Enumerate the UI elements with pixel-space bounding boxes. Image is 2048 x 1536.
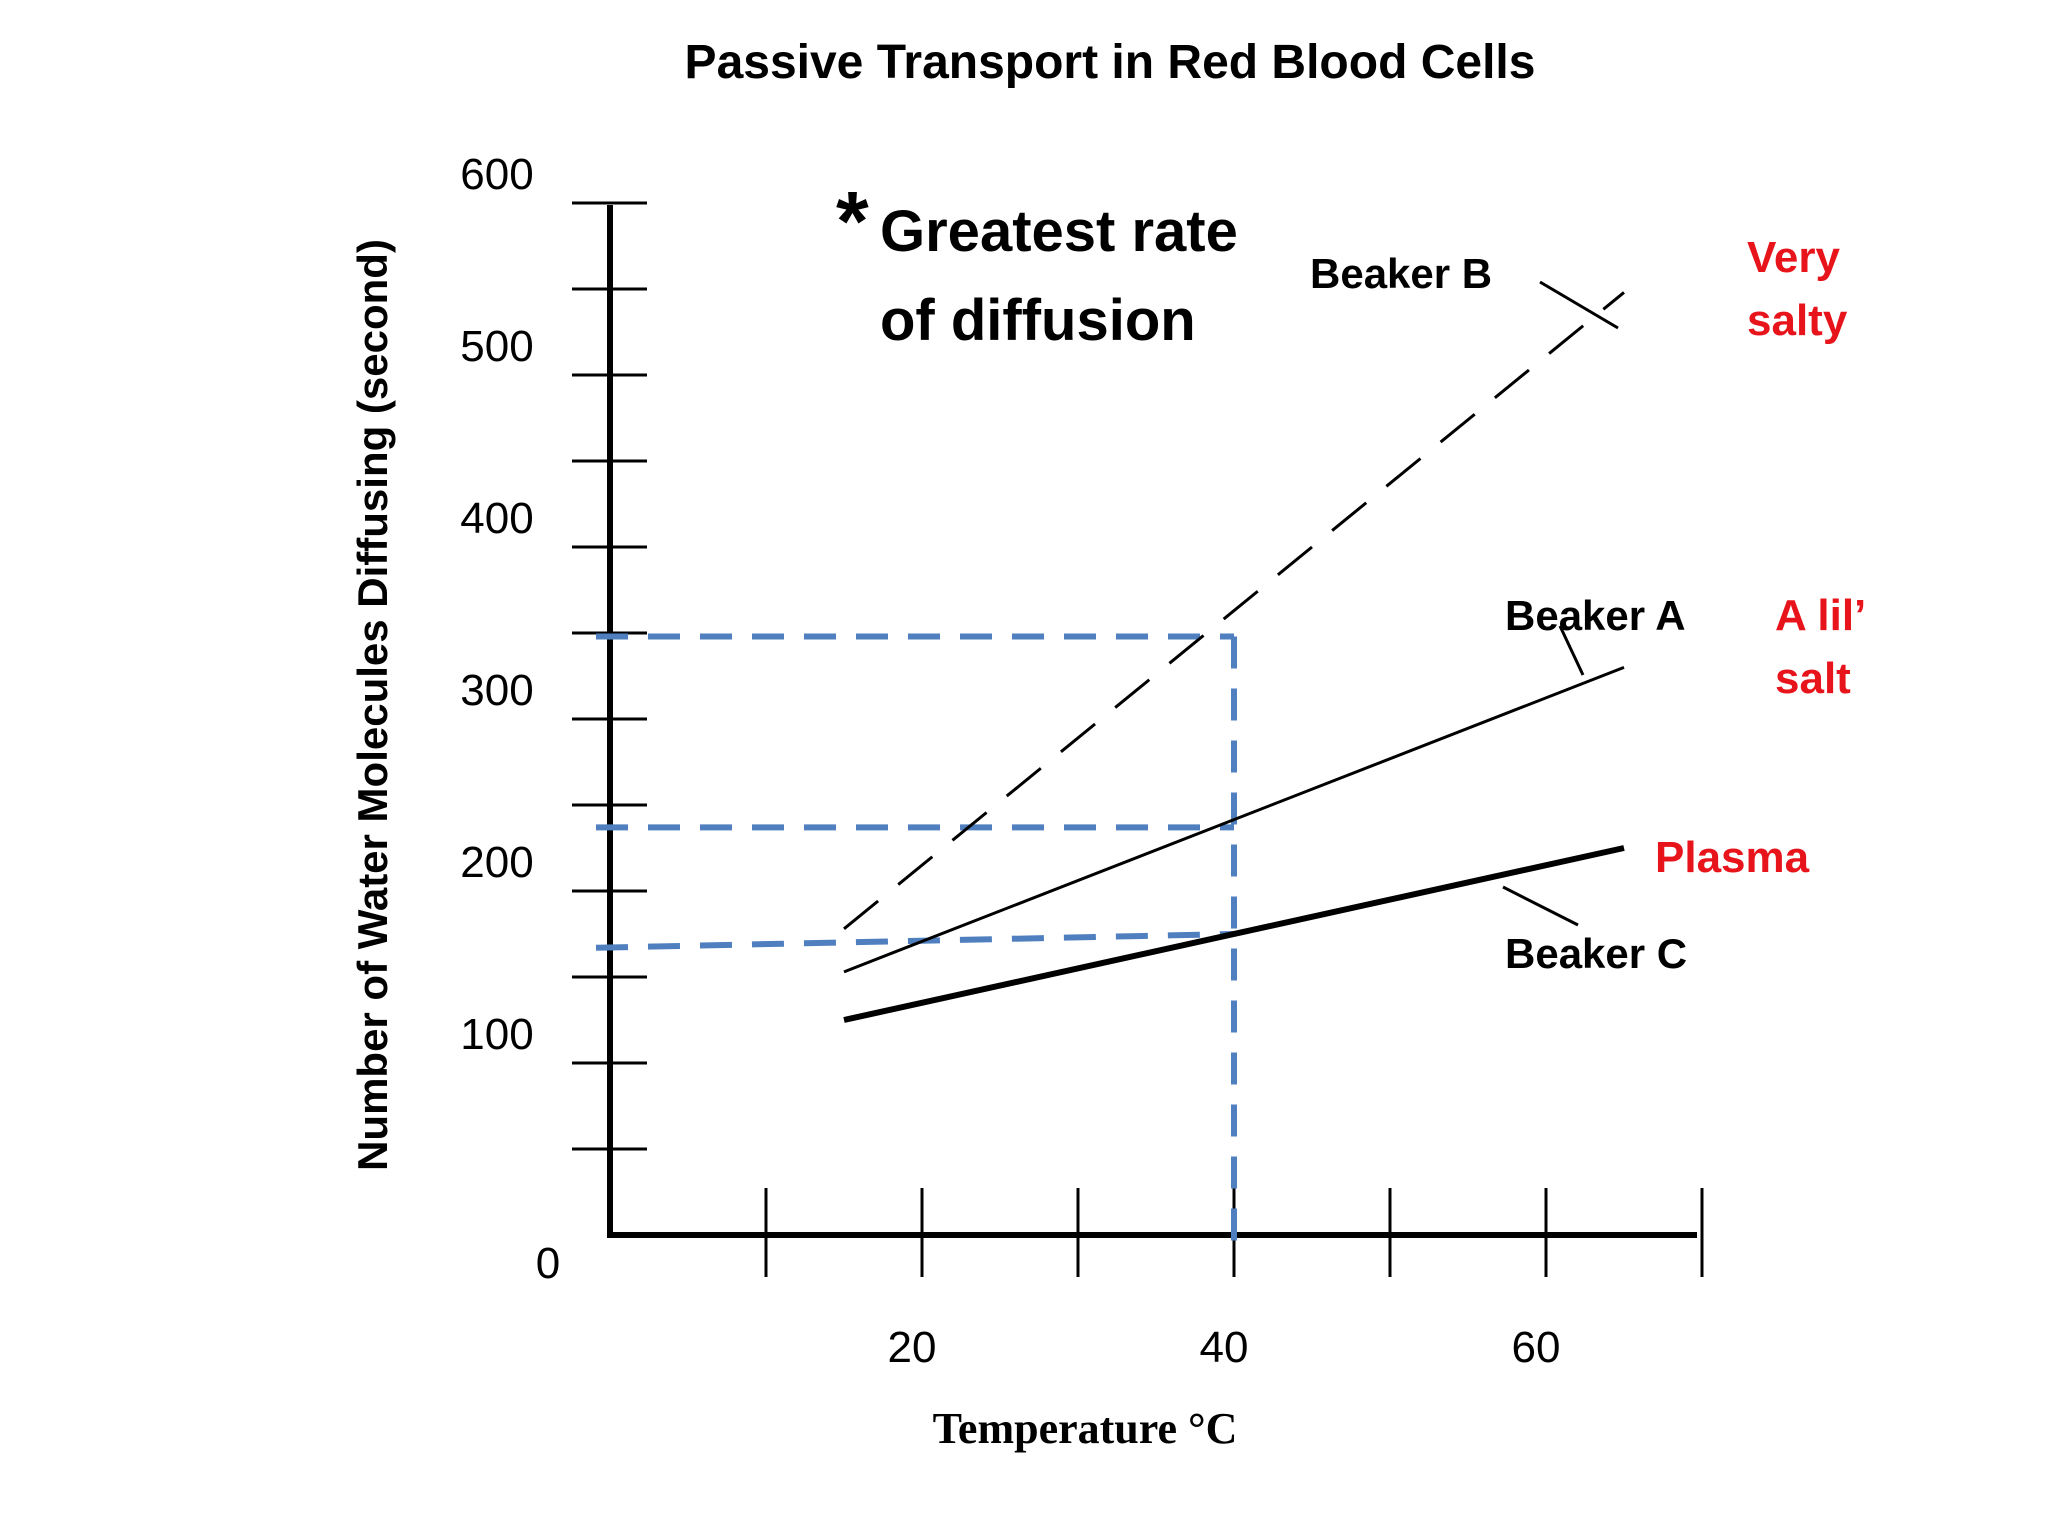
series-lines	[843, 291, 1625, 1023]
very-salty-line-2: salty	[1747, 296, 1848, 345]
series-line-beaker-a	[843, 666, 1625, 974]
y-tick-label-200: 200	[460, 838, 533, 887]
x-tick-label-20: 20	[888, 1323, 937, 1372]
beaker-b-leader	[1539, 280, 1619, 330]
a-lil-salt-line-1: A lil’	[1775, 591, 1866, 640]
series-line-beaker-b	[843, 291, 1625, 931]
plasma-label: Plasma	[1655, 833, 1810, 882]
y-tick-label-500: 500	[460, 322, 533, 371]
y-axis-label: Number of Water Molecules Diffusing (sec…	[349, 239, 396, 1171]
note-line-2: of diffusion	[880, 288, 1196, 353]
very-salty-line-1: Very	[1747, 233, 1841, 282]
x-axis-label: Temperature °C	[933, 1404, 1238, 1453]
series-line-beaker-c	[843, 845, 1625, 1023]
y-tick-label-600: 600	[460, 150, 533, 199]
chart-title: Passive Transport in Red Blood Cells	[685, 36, 1536, 89]
leader-lines	[1502, 280, 1619, 927]
beaker-a-leader	[1558, 625, 1585, 676]
x-tick-label-60: 60	[1512, 1323, 1561, 1372]
series-label-beaker-c: Beaker C	[1505, 930, 1687, 977]
y-tick-label-400: 400	[460, 494, 533, 543]
x-tick-label-40: 40	[1200, 1323, 1249, 1372]
series-label-beaker-b: Beaker B	[1310, 250, 1492, 297]
y-axis-tick-labels: 0 100 200 300 400 500 600	[460, 150, 560, 1288]
ref-line-beaker-c	[595, 931, 1235, 951]
reference-lines	[595, 633, 1237, 1245]
y-tick-label-300: 300	[460, 666, 533, 715]
note-star: *	[836, 174, 869, 268]
series-label-beaker-a: Beaker A	[1505, 592, 1686, 639]
y-tick-label-0: 0	[536, 1239, 560, 1288]
y-tick-label-100: 100	[460, 1010, 533, 1059]
beaker-c-leader	[1502, 885, 1579, 927]
a-lil-salt-line-2: salt	[1775, 654, 1851, 703]
note-line-1: Greatest rate	[880, 199, 1238, 264]
x-axis-tick-labels: 20 40 60	[888, 1323, 1561, 1372]
